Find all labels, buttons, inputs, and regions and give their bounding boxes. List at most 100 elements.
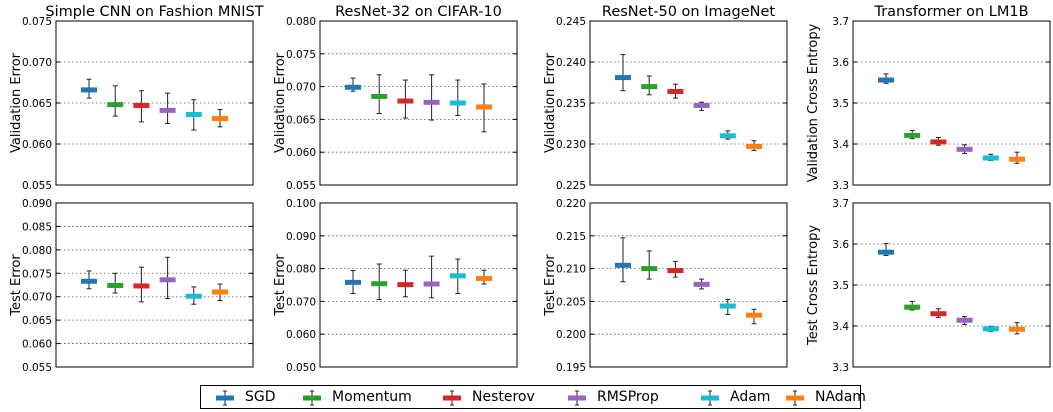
y-tick-label: 0.200 (556, 329, 586, 341)
mean-marker (345, 279, 361, 285)
y-tick-label: 0.075 (22, 268, 52, 280)
mean-marker (667, 89, 684, 95)
y-tick-label: 3.3 (832, 180, 849, 192)
y-tick-label: 3.4 (832, 139, 849, 151)
marker-nadam (1009, 151, 1025, 164)
y-tick-label: 0.065 (22, 98, 52, 110)
panel-4: 3.3 3.4 3.5 3.6 3.7 Transformer on LM1B Valida… (806, 4, 1051, 192)
marker-adam (185, 286, 202, 305)
legend-marker (786, 395, 804, 401)
marker-rmsprop (159, 92, 176, 124)
y-tick-label: 0.245 (556, 16, 586, 28)
y-axis-label: Validation Error (9, 52, 24, 153)
marker-adam (185, 99, 202, 131)
y-tick-label: 3.7 (832, 198, 849, 210)
mean-marker (719, 133, 736, 139)
mean-marker (956, 146, 973, 152)
mean-marker (133, 283, 150, 289)
mean-marker (81, 278, 97, 284)
y-tick-label: 0.220 (556, 198, 586, 210)
marker-nesterov (133, 90, 150, 123)
mean-marker (449, 273, 466, 279)
legend-marker (216, 395, 234, 401)
marker-nadam (212, 109, 228, 128)
mean-marker (693, 281, 710, 287)
mean-marker (615, 75, 631, 81)
y-tick-label: 3.5 (832, 98, 849, 110)
mean-marker (107, 102, 124, 108)
panel-7: 0.195 0.200 0.205 0.210 0.215 0.220 Test Error (543, 198, 788, 374)
marker-momentum (904, 129, 921, 140)
mean-marker (615, 262, 631, 268)
marker-nadam (1009, 322, 1025, 335)
y-tick-label: 0.210 (556, 264, 586, 276)
plot-frame (589, 20, 788, 186)
mean-marker (982, 155, 999, 161)
panel-title: ResNet-32 on CIFAR-10 (335, 4, 502, 20)
marker-nesterov (397, 79, 414, 119)
mean-marker (397, 282, 414, 288)
y-tick-label: 0.195 (556, 362, 586, 374)
mean-marker (1009, 156, 1025, 162)
legend-label-momentum: Momentum (332, 389, 412, 405)
mean-marker (185, 111, 202, 117)
mean-marker (133, 102, 150, 108)
marker-sgd (81, 78, 97, 99)
y-axis-label: Validation Error (273, 52, 288, 153)
y-tick-label: 0.080 (22, 245, 52, 257)
mean-marker (159, 277, 176, 283)
marker-adam (719, 130, 736, 140)
y-tick-label: 0.240 (556, 57, 586, 69)
legend-swatch-sgd (216, 390, 234, 406)
marker-sgd (878, 243, 894, 256)
legend-label-rmsprop: RMSProp (597, 389, 659, 405)
marker-sgd (81, 270, 97, 290)
plot-frame (319, 202, 518, 368)
mean-marker (1009, 326, 1025, 332)
mean-marker (476, 275, 492, 281)
marker-momentum (107, 272, 124, 294)
panel-8: 3.3 3.4 3.5 3.6 3.7 Test Cross Entropy (806, 198, 1051, 374)
legend-swatch-nesterov (443, 390, 461, 406)
legend-marker (443, 395, 461, 401)
legend-swatch-nadam (786, 390, 804, 406)
y-tick-label: 0.230 (556, 139, 586, 151)
marker-sgd (615, 54, 631, 92)
panel-2: 0.055 0.060 0.065 0.070 0.075 0.080 ResNet-32 … (273, 4, 518, 192)
mean-marker (719, 303, 736, 309)
y-tick-label: 0.070 (286, 296, 316, 308)
y-tick-label: 0.090 (286, 231, 316, 243)
marker-adam (719, 298, 736, 316)
mean-marker (641, 84, 658, 90)
y-tick-label: 0.055 (286, 180, 316, 192)
legend-swatch-adam (701, 390, 719, 406)
mean-marker (930, 139, 947, 145)
y-tick-label: 0.075 (22, 16, 52, 28)
y-tick-label: 0.070 (22, 57, 52, 69)
y-tick-label: 0.060 (22, 139, 52, 151)
mean-marker (667, 268, 684, 274)
mean-marker (423, 281, 440, 287)
mean-marker (212, 116, 228, 122)
plot-frame (589, 202, 788, 368)
marker-nesterov (930, 136, 947, 146)
mean-marker (107, 282, 124, 288)
legend-marker (303, 395, 321, 401)
panel-title: Transformer on LM1B (873, 4, 1028, 20)
marker-rmsprop (956, 316, 973, 325)
marker-adam (982, 325, 999, 332)
mean-marker (878, 249, 894, 255)
mean-marker (641, 266, 658, 272)
y-tick-label: 0.065 (22, 315, 52, 327)
mean-marker (746, 143, 762, 149)
plot-frame (55, 202, 254, 368)
y-tick-label: 0.060 (286, 147, 316, 159)
marker-nadam (476, 269, 492, 285)
panel-3: 0.225 0.230 0.235 0.240 0.245 ResNet-50 on Im… (543, 4, 788, 192)
legend-swatch-rmsprop (568, 390, 586, 406)
marker-nesterov (667, 83, 684, 99)
mean-marker (476, 104, 492, 110)
mean-marker (423, 99, 440, 105)
marker-nesterov (397, 269, 414, 298)
